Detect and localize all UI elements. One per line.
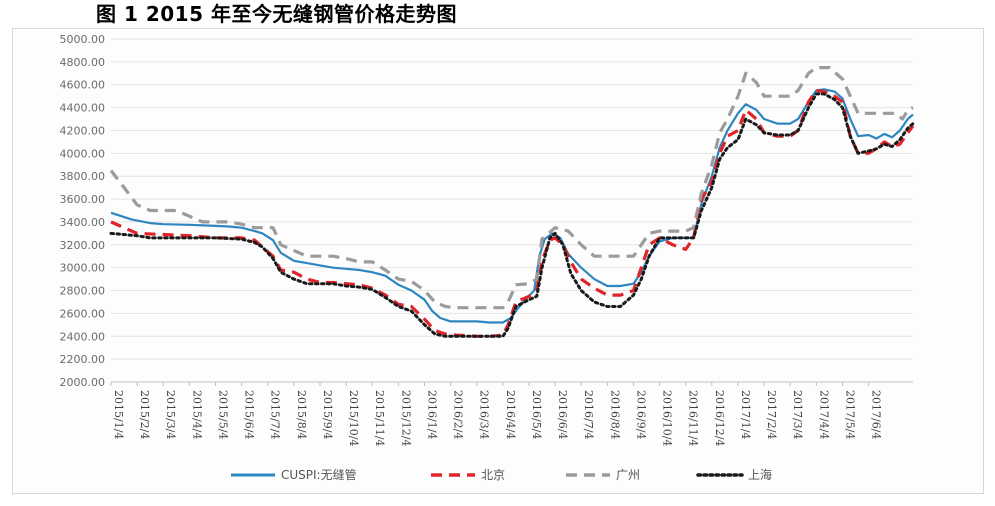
x-tick-label: 2015/3/4 [164, 390, 177, 439]
x-tick-label: 2016/7/4 [582, 390, 595, 439]
y-tick-label: 4400.00 [60, 102, 106, 115]
x-tick-label: 2016/10/4 [661, 390, 674, 446]
x-tick-label: 2017/2/4 [765, 390, 778, 439]
x-tick-label: 2015/6/4 [243, 390, 256, 439]
x-tick-label: 2015/2/4 [138, 390, 151, 439]
x-tick-label: 2016/5/4 [530, 390, 543, 439]
y-axis: 2000.00 2200.00 2400.00 2600.00 2800.00 3000.… [60, 33, 106, 389]
x-tick-label: 2015/7/4 [269, 390, 282, 439]
y-tick-label: 3400.00 [60, 216, 106, 229]
x-tick-label: 2015/1/4 [112, 390, 125, 439]
x-tick-label: 2015/10/4 [347, 390, 360, 446]
y-tick-label: 2600.00 [60, 307, 106, 320]
legend-label-2: 广州 [616, 468, 640, 482]
legend: CUSPI:无缝管 北京 广州 上海 [231, 467, 772, 482]
y-tick-label: 3800.00 [60, 170, 106, 183]
y-tick-label: 4600.00 [60, 79, 106, 92]
legend-label-0: CUSPI:无缝管 [281, 467, 357, 482]
y-tick-label: 2800.00 [60, 285, 106, 298]
x-tick-label: 2016/3/4 [478, 390, 491, 439]
series-line-1 [110, 88, 915, 338]
x-tick-label: 2017/6/4 [870, 390, 883, 439]
legend-label-1: 北京 [481, 468, 505, 482]
y-tick-label: 4200.00 [60, 124, 106, 137]
x-axis: 2015/1/4 2015/2/4 2015/3/4 2015/4/4 2015/5/4… [110, 381, 913, 446]
x-tick-label: 2016/9/4 [634, 390, 647, 439]
x-tick-label: 2015/12/4 [399, 390, 412, 446]
line-chart: 2000.00 2200.00 2400.00 2600.00 2800.00 3000.… [60, 33, 915, 482]
x-tick-label: 2017/1/4 [739, 390, 752, 439]
x-tick-label: 2015/11/4 [373, 390, 386, 446]
x-tick-label: 2015/4/4 [190, 390, 203, 439]
y-tick-label: 4800.00 [60, 56, 106, 69]
x-tick-label: 2016/1/4 [425, 390, 438, 439]
x-tick-label: 2017/3/4 [791, 390, 804, 439]
x-tick-label: 2015/8/4 [295, 390, 308, 439]
y-tick-label: 4000.00 [60, 147, 106, 160]
legend-label-3: 上海 [748, 467, 772, 482]
gridlines [111, 38, 913, 383]
x-tick-label: 2017/5/4 [843, 390, 856, 439]
series-line-0 [110, 88, 914, 324]
chart-frame: 2000.00 2200.00 2400.00 2600.00 2800.00 3000.… [12, 28, 984, 494]
x-tick-label: 2017/4/4 [817, 390, 830, 439]
series-lines [109, 66, 915, 338]
x-tick-label: 2016/11/4 [687, 390, 700, 446]
y-tick-label: 2400.00 [60, 330, 106, 343]
x-tick-label: 2016/4/4 [504, 390, 517, 439]
x-tick-label: 2016/6/4 [556, 390, 569, 439]
series-line-3 [109, 92, 915, 338]
y-tick-label: 3200.00 [60, 239, 106, 252]
x-tick-label: 2015/5/4 [216, 390, 229, 439]
y-tick-label: 3000.00 [60, 262, 106, 275]
figure-title: 图 1 2015 年至今无缝钢管价格走势图 [96, 2, 457, 26]
y-tick-label: 3600.00 [60, 193, 106, 206]
y-tick-label: 5000.00 [60, 33, 106, 46]
x-tick-label: 2015/9/4 [321, 390, 334, 439]
y-tick-label: 2000.00 [60, 376, 106, 389]
x-tick-label: 2016/12/4 [713, 390, 726, 446]
x-tick-label: 2016/2/4 [452, 390, 465, 439]
series-line-2 [109, 66, 914, 310]
y-tick-label: 2200.00 [60, 353, 106, 366]
x-tick-label: 2016/8/4 [608, 390, 621, 439]
